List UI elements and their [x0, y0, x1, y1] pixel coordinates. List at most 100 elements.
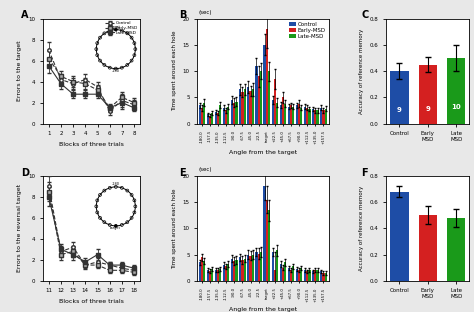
Bar — [233, 103, 236, 124]
Text: B: B — [179, 10, 186, 20]
Bar — [211, 269, 213, 281]
Bar — [312, 109, 314, 124]
Y-axis label: Accuracy of reference memory: Accuracy of reference memory — [359, 186, 365, 271]
Bar — [219, 105, 221, 124]
Bar — [268, 71, 270, 124]
Bar — [322, 110, 325, 124]
Y-axis label: Errors to the reversal target: Errors to the reversal target — [18, 184, 22, 272]
Bar — [419, 65, 437, 124]
Bar — [209, 271, 211, 281]
Bar — [265, 29, 268, 124]
Bar — [219, 269, 221, 281]
Bar — [252, 255, 254, 281]
Bar — [280, 105, 282, 124]
Text: A: A — [21, 10, 29, 20]
Bar — [201, 108, 203, 124]
Bar — [215, 270, 217, 281]
Bar — [247, 255, 249, 281]
Bar — [233, 261, 236, 281]
Text: C: C — [362, 10, 369, 20]
Bar — [290, 105, 292, 124]
Bar — [255, 66, 257, 124]
Bar — [239, 257, 241, 281]
Bar — [257, 254, 260, 281]
Bar — [217, 113, 219, 124]
Bar — [298, 270, 300, 281]
X-axis label: Angle from the target: Angle from the target — [229, 307, 297, 312]
Bar — [272, 252, 273, 281]
Bar — [276, 103, 278, 124]
Bar — [244, 90, 246, 124]
Bar — [273, 79, 276, 124]
Bar — [252, 90, 254, 124]
Bar — [317, 110, 319, 124]
Bar — [241, 260, 244, 281]
Bar — [290, 270, 292, 281]
X-axis label: Blocks of three trials: Blocks of three trials — [59, 142, 124, 147]
Text: 9: 9 — [397, 107, 402, 114]
Bar — [225, 110, 228, 124]
Bar — [199, 105, 201, 124]
Bar — [223, 265, 225, 281]
Text: (sec): (sec) — [199, 167, 212, 172]
Bar — [225, 266, 228, 281]
Bar — [273, 270, 276, 281]
Bar — [284, 262, 286, 281]
Bar — [306, 108, 308, 124]
Bar — [419, 215, 437, 281]
Bar — [260, 252, 262, 281]
Bar — [260, 71, 262, 124]
Bar — [282, 97, 284, 124]
Text: D: D — [21, 168, 29, 178]
Bar — [203, 103, 205, 124]
Bar — [282, 268, 284, 281]
Bar — [247, 87, 249, 124]
Bar — [228, 107, 229, 124]
Bar — [272, 100, 273, 124]
Bar — [325, 109, 327, 124]
Bar — [304, 270, 306, 281]
Bar — [320, 108, 322, 124]
Bar — [447, 218, 465, 281]
Bar — [203, 261, 205, 281]
Bar — [244, 259, 246, 281]
Y-axis label: Time spent around each hole: Time spent around each hole — [172, 31, 177, 111]
Bar — [211, 113, 213, 124]
Bar — [390, 71, 409, 124]
Bar — [264, 187, 265, 281]
Legend: Control, Early-MSD, Late-MSD: Control, Early-MSD, Late-MSD — [289, 22, 326, 40]
Bar — [199, 262, 201, 281]
Text: (sec): (sec) — [199, 10, 212, 15]
Bar — [207, 114, 209, 124]
Bar — [265, 200, 268, 281]
Bar — [308, 109, 310, 124]
X-axis label: Blocks of three trials: Blocks of three trials — [59, 299, 124, 304]
Bar — [300, 108, 302, 124]
Bar — [217, 270, 219, 281]
Legend: Control, Early-MSD, Late-MSD: Control, Early-MSD, Late-MSD — [105, 21, 138, 36]
Bar — [308, 270, 310, 281]
Bar — [280, 264, 282, 281]
Bar — [215, 112, 217, 124]
Bar — [209, 116, 211, 124]
Bar — [325, 273, 327, 281]
Bar — [317, 270, 319, 281]
Text: E: E — [179, 168, 186, 178]
Bar — [257, 76, 260, 124]
Bar — [322, 273, 325, 281]
Bar — [320, 271, 322, 281]
Bar — [288, 268, 290, 281]
Bar — [284, 104, 286, 124]
Bar — [314, 270, 317, 281]
Y-axis label: Errors to the target: Errors to the target — [18, 41, 22, 101]
Bar — [292, 107, 294, 124]
Bar — [390, 192, 409, 281]
Y-axis label: Time spent around each hole: Time spent around each hole — [172, 188, 177, 269]
Bar — [296, 269, 298, 281]
Bar — [249, 256, 252, 281]
Bar — [239, 90, 241, 124]
Bar — [292, 266, 294, 281]
Bar — [298, 104, 300, 124]
Bar — [300, 268, 302, 281]
Bar — [231, 259, 233, 281]
